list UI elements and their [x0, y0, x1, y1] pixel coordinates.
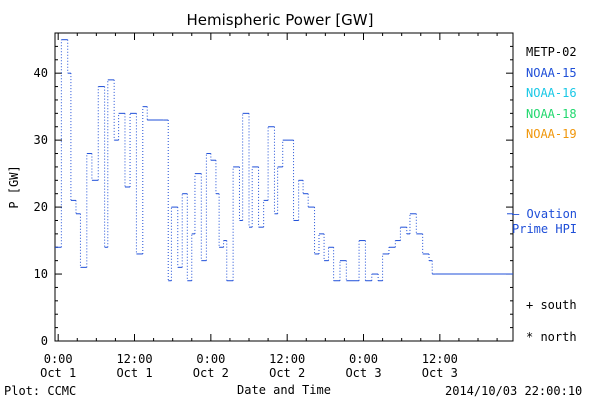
x-tick-label-date: Oct 3: [345, 366, 381, 380]
y-axis: 0 10 20 30 40: [34, 45, 513, 348]
legend-item-metp02: METP-02: [526, 45, 577, 59]
series-layer: [55, 39, 513, 282]
legend: METP-02 NOAA-15 NOAA-16 NOAA-18 NOAA-19: [526, 42, 577, 145]
x-tick-label-time: 0:00: [196, 352, 225, 366]
legend-item-noaa16: NOAA-16: [526, 86, 577, 100]
x-tick-label-time: 12:00: [269, 352, 305, 366]
x-tick-label-time: 12:00: [116, 352, 152, 366]
x-tick-label-date: Oct 1: [116, 366, 152, 380]
y-tick-label: 0: [41, 334, 48, 348]
x-axis-label: Date and Time: [237, 383, 331, 397]
hpi-line-1: — Ovation: [512, 207, 578, 221]
plot-timestamp: 2014/10/03 22:00:10: [445, 384, 583, 398]
y-tick-label: 10: [34, 267, 48, 281]
x-tick-label-date: Oct 3: [422, 366, 458, 380]
legend-item-noaa18: NOAA-18: [526, 106, 577, 121]
x-tick-label-time: 0:00: [44, 352, 73, 366]
x-tick-label-time: 0:00: [349, 352, 378, 366]
plot-credit: Plot: CCMC: [4, 384, 77, 398]
legend-item-noaa19: NOAA-19: [526, 127, 577, 141]
x-tick-label-time: 12:00: [422, 352, 458, 366]
x-tick-label-date: Oct 2: [193, 366, 229, 380]
y-tick-label: 30: [34, 133, 48, 147]
plot-frame: [54, 32, 514, 342]
south-symbol-label: + south: [526, 298, 577, 312]
x-tick-label-date: Oct 2: [269, 366, 305, 380]
legend-item-noaa15: NOAA-15: [526, 65, 577, 80]
hpi-marker-label: — Ovation Prime HPI: [512, 207, 577, 237]
x-tick-label-date: Oct 1: [40, 366, 76, 380]
y-axis-label: P [GW]: [7, 165, 21, 208]
y-tick-label: 20: [34, 200, 48, 214]
hpi-line-2: Prime HPI: [512, 222, 578, 236]
y-tick-label: 40: [34, 66, 48, 80]
chart-title: Hemispheric Power [GW]: [187, 11, 374, 29]
north-symbol-label: * north: [526, 330, 577, 344]
